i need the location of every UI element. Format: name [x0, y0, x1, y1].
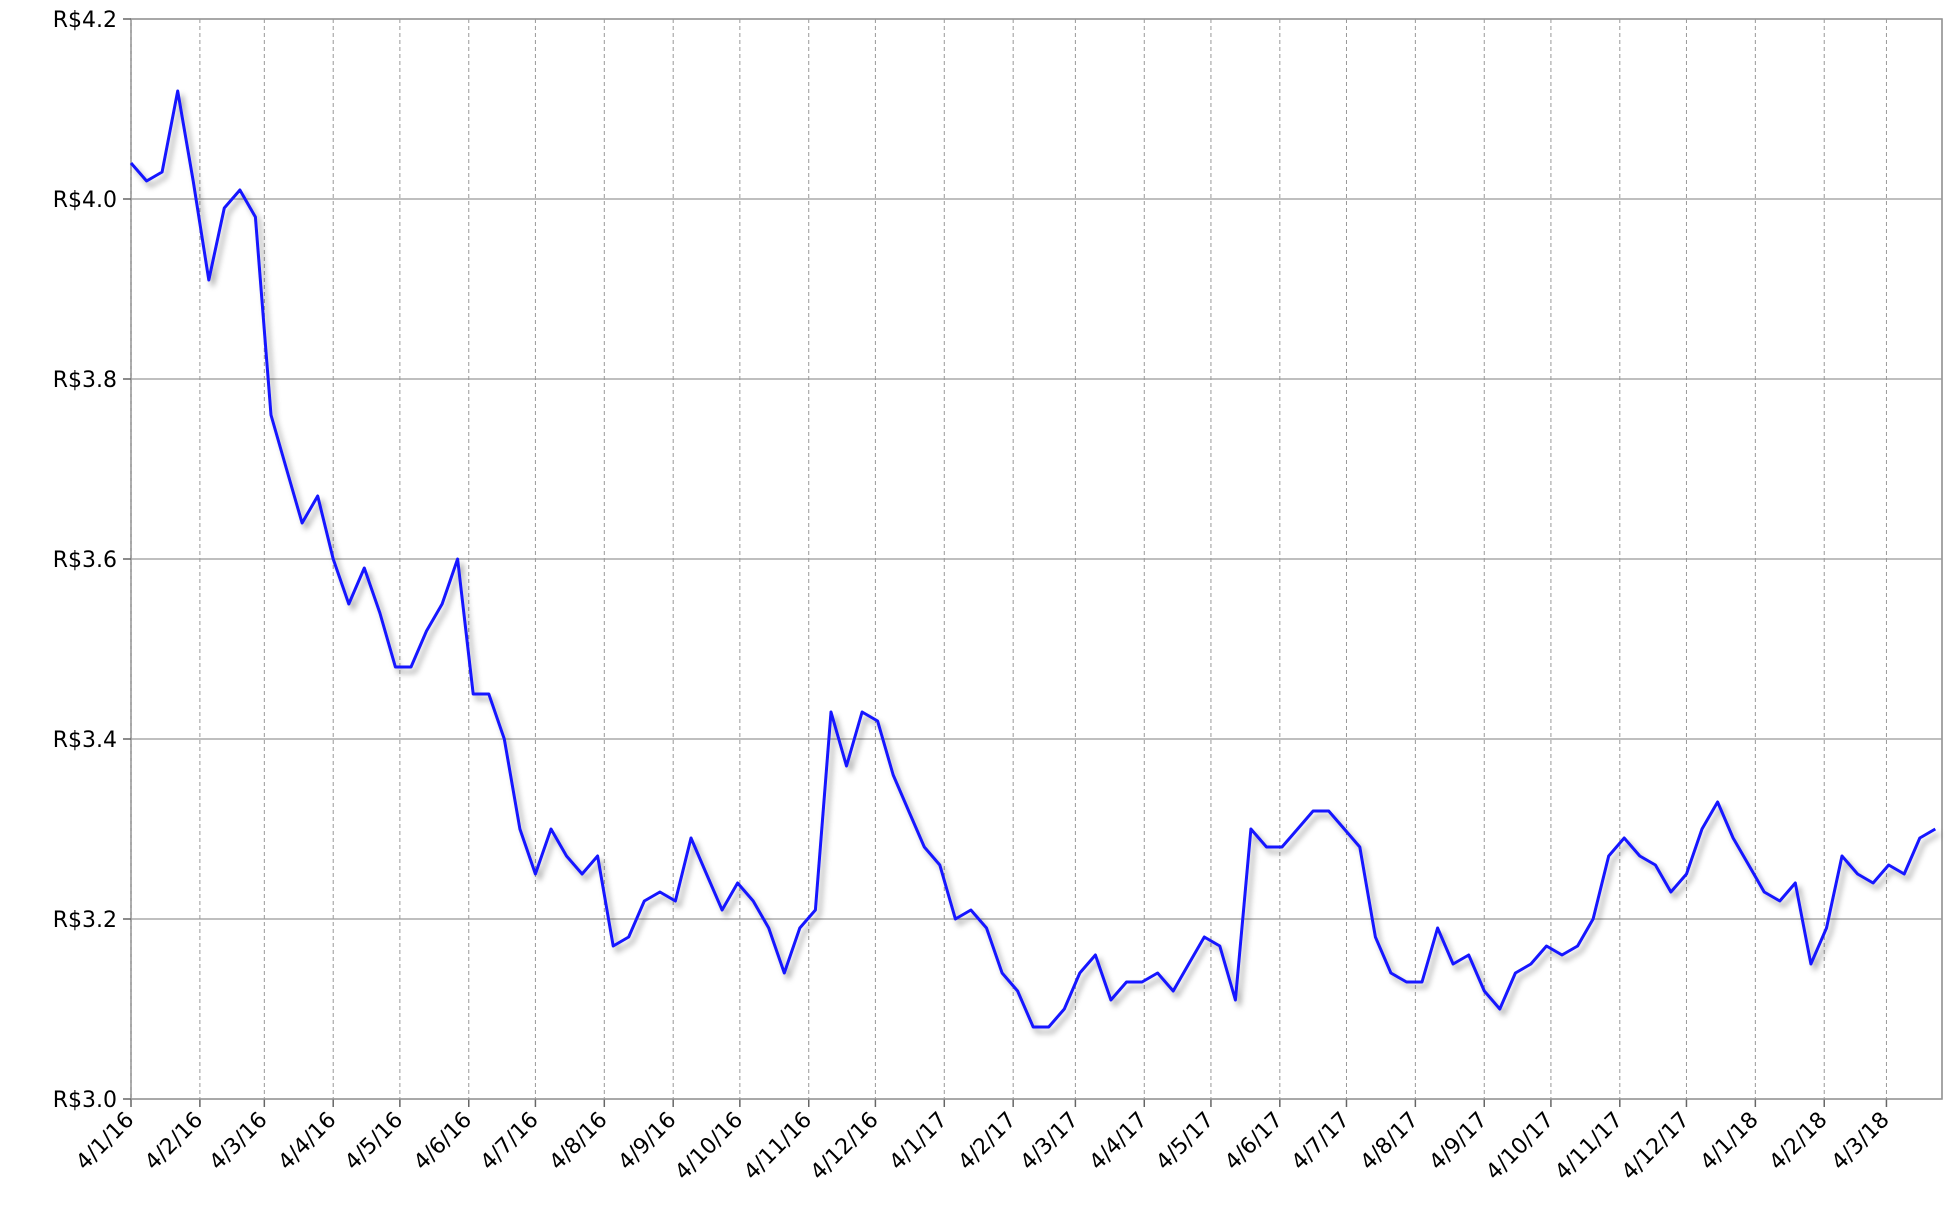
x-tick-label: 4/11/17	[1550, 1108, 1628, 1186]
x-tick-label: 4/8/16	[545, 1108, 613, 1176]
y-tick-label: R$3.2	[53, 908, 117, 933]
x-tick-label: 4/3/17	[1016, 1108, 1084, 1176]
x-tick-label: 4/4/17	[1085, 1108, 1153, 1176]
x-tick-label: 4/5/17	[1151, 1108, 1219, 1176]
x-tick-label: 4/2/17	[954, 1108, 1022, 1176]
y-tick-label: R$3.8	[53, 368, 117, 393]
x-tick-label: 4/12/17	[1617, 1108, 1695, 1186]
x-tick-label: 4/2/18	[1765, 1108, 1833, 1176]
x-tick-label: 4/12/16	[806, 1108, 884, 1186]
x-tick-label: 4/7/17	[1287, 1108, 1355, 1176]
y-tick-label: R$3.0	[53, 1088, 117, 1113]
x-tick-label: 4/5/16	[340, 1108, 408, 1176]
price-line	[129, 89, 1937, 1029]
x-tick-label: 4/10/17	[1482, 1108, 1560, 1186]
x-tick-label: 4/1/17	[885, 1108, 953, 1176]
y-tick-label: R$4.2	[53, 8, 117, 33]
x-tick-label: 4/3/16	[205, 1108, 273, 1176]
x-tick-label: 4/1/16	[71, 1108, 139, 1176]
x-tick-label: 4/3/18	[1827, 1108, 1895, 1176]
x-tick-label: 4/10/16	[670, 1108, 748, 1186]
x-tick-label: 4/6/17	[1220, 1108, 1288, 1176]
x-tick-label: 4/4/16	[274, 1108, 342, 1176]
x-tick-label: 4/7/16	[476, 1108, 544, 1176]
x-tick-label: 4/11/16	[739, 1108, 817, 1186]
x-tick-label: 4/8/17	[1356, 1108, 1424, 1176]
y-tick-label: R$4.0	[53, 188, 117, 213]
x-tick-label: 4/9/16	[614, 1108, 682, 1176]
x-tick-label: 4/2/16	[140, 1108, 208, 1176]
x-tick-label: 4/6/16	[409, 1108, 477, 1176]
x-tick-label: 4/1/18	[1696, 1108, 1764, 1176]
x-tick-label: 4/9/17	[1425, 1108, 1493, 1176]
y-tick-label: R$3.6	[53, 548, 117, 573]
y-tick-label: R$3.4	[53, 728, 117, 753]
